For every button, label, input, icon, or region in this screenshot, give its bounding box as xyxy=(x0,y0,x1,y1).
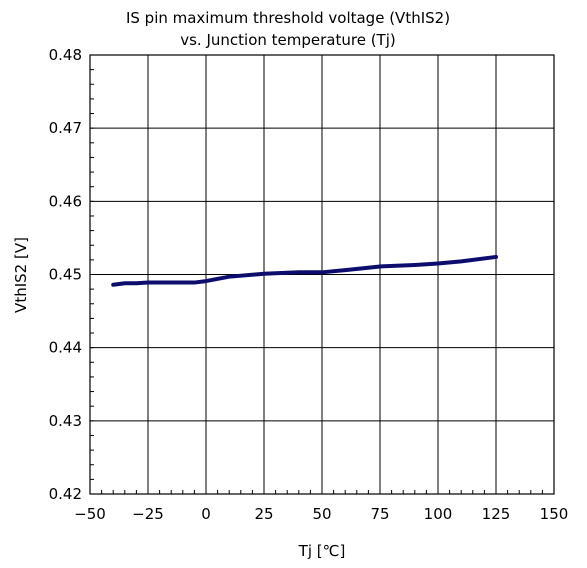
chart-title: IS pin maximum threshold voltage (VthIS2… xyxy=(126,9,450,27)
series-layer xyxy=(111,254,498,287)
y-axis-label: VthIS2 [V] xyxy=(12,237,30,313)
x-axis-label: Tj [℃] xyxy=(298,542,346,560)
x-tick-label: 50 xyxy=(312,505,331,523)
plot-area-frame xyxy=(89,54,555,495)
x-tick-label: 75 xyxy=(370,505,389,523)
x-tick-label: 100 xyxy=(424,505,453,523)
y-tick-label: 0.46 xyxy=(49,192,82,210)
x-tick-label: −50 xyxy=(74,505,106,523)
x-tick-label: −25 xyxy=(132,505,164,523)
x-tick-label: 0 xyxy=(201,505,211,523)
y-tick-label: 0.47 xyxy=(49,119,82,137)
y-tick-label: 0.45 xyxy=(49,266,82,284)
y-tick-label: 0.42 xyxy=(49,485,82,503)
chart-subtitle: vs. Junction temperature (Tj) xyxy=(180,31,396,49)
x-tick-label: 125 xyxy=(482,505,511,523)
y-tick-label: 0.48 xyxy=(49,46,82,64)
y-tick-label: 0.44 xyxy=(49,339,82,357)
y-axis-tick-labels: 0.42 0.43 0.44 0.45 0.46 0.47 0.48 xyxy=(49,46,82,503)
x-axis-tick-labels: −50 −25 0 25 50 75 100 125 150 xyxy=(74,505,568,523)
x-tick-label: 25 xyxy=(254,505,273,523)
y-tick-label: 0.43 xyxy=(49,412,82,430)
grid-lines xyxy=(90,55,554,494)
series-line xyxy=(111,254,498,287)
x-tick-label: 150 xyxy=(540,505,569,523)
minor-ticks xyxy=(90,69,543,494)
